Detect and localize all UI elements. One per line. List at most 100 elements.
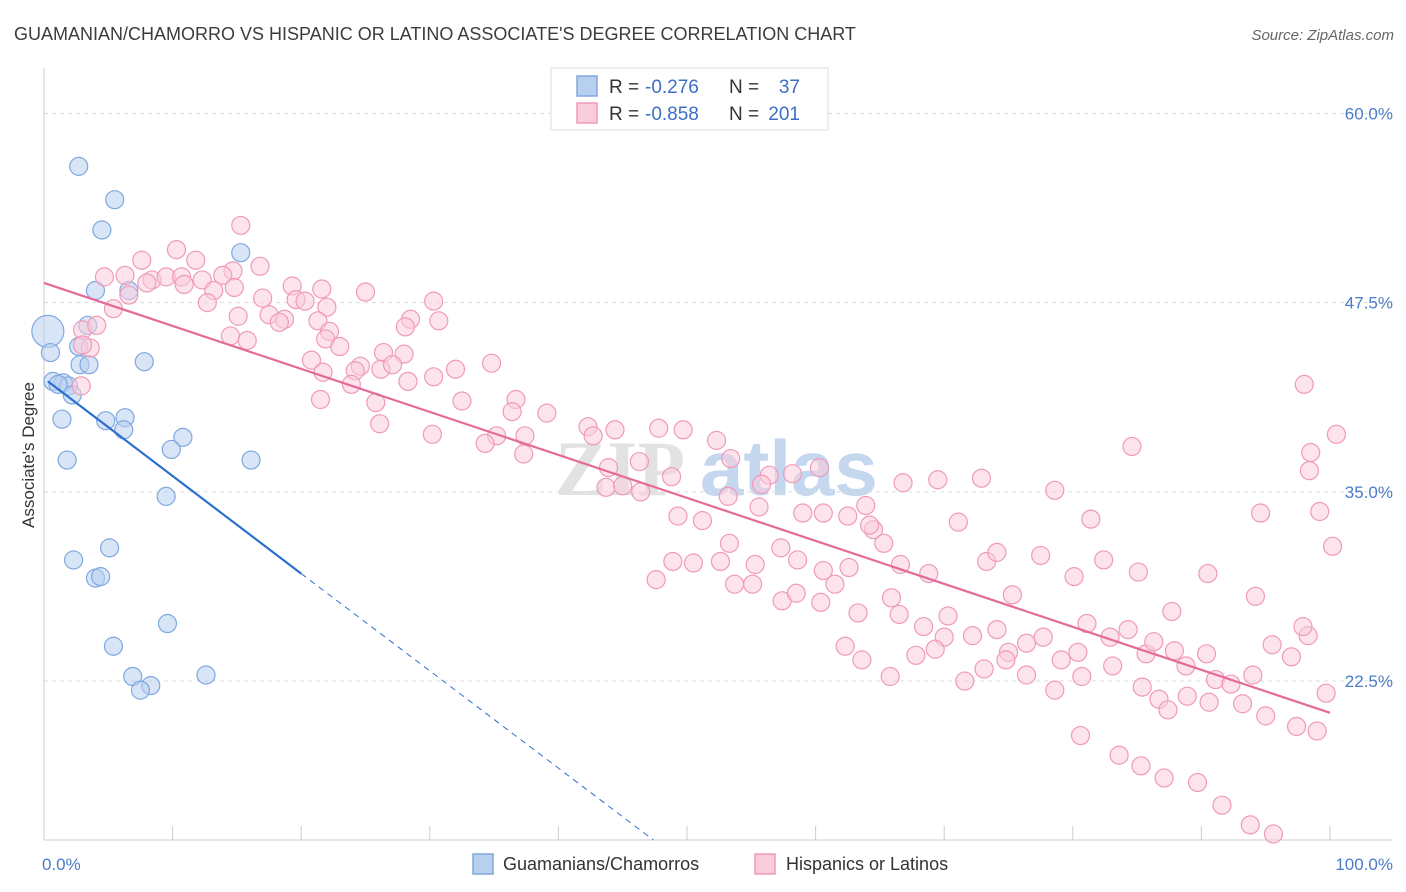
- point-1-95: [874, 533, 894, 553]
- point-1-178: [1293, 616, 1313, 637]
- point-1-87: [692, 511, 713, 531]
- point-0-24: [57, 450, 77, 470]
- point-1-86: [668, 506, 688, 526]
- point-1-98: [710, 551, 731, 572]
- point-1-150: [1103, 656, 1123, 676]
- y-tick-label-1: 47.5%: [1345, 294, 1393, 313]
- point-1-97: [683, 553, 704, 573]
- point-1-0: [231, 215, 251, 236]
- point-1-20: [197, 293, 217, 313]
- legend-r-value-0: -0.276: [645, 77, 699, 98]
- point-1-49: [382, 355, 403, 375]
- point-0-27: [99, 538, 120, 558]
- point-1-28: [228, 306, 248, 326]
- point-1-177: [1245, 586, 1266, 606]
- point-1-181: [1310, 501, 1330, 522]
- point-1-63: [370, 414, 390, 434]
- point-1-88: [749, 497, 769, 517]
- legend-r-value-1: -0.858: [645, 104, 699, 125]
- point-1-186: [1122, 436, 1142, 457]
- chart-source: Source: ZipAtlas.com: [1251, 27, 1394, 44]
- point-1-165: [1212, 795, 1232, 815]
- point-1-38: [395, 317, 415, 337]
- point-1-102: [813, 560, 833, 581]
- point-1-191: [1045, 480, 1065, 500]
- point-1-140: [852, 650, 872, 670]
- point-1-130: [1176, 656, 1196, 676]
- point-1-1: [166, 240, 187, 260]
- point-1-148: [1045, 680, 1065, 700]
- point-1-166: [1240, 815, 1260, 835]
- point-1-99: [745, 554, 765, 575]
- point-0-3: [105, 190, 125, 210]
- point-1-96: [719, 533, 740, 553]
- point-1-2: [186, 250, 206, 270]
- point-1-58: [398, 371, 418, 391]
- x-tick-label-min: 0.0%: [42, 855, 81, 874]
- point-1-25: [317, 297, 337, 317]
- point-1-50: [301, 350, 322, 370]
- point-1-19: [119, 285, 139, 305]
- point-0-17: [48, 374, 68, 394]
- point-1-89: [793, 503, 813, 523]
- series-guamanians-points: [31, 156, 261, 700]
- point-1-14: [174, 274, 194, 295]
- point-1-65: [537, 403, 557, 423]
- point-1-103: [839, 557, 859, 578]
- point-0-36: [196, 665, 216, 685]
- point-1-5: [250, 256, 270, 276]
- point-1-159: [1307, 721, 1327, 741]
- point-1-146: [996, 650, 1016, 670]
- point-0-23: [161, 439, 181, 460]
- point-1-196: [948, 512, 968, 532]
- point-1-145: [974, 659, 994, 679]
- point-1-43: [330, 336, 350, 357]
- point-1-35: [87, 315, 107, 335]
- point-1-198: [938, 606, 958, 626]
- point-1-153: [1158, 700, 1178, 720]
- point-1-110: [811, 592, 831, 612]
- point-1-139: [835, 636, 855, 656]
- bottom-legend-label-guamanians: Guamanians/Chamorros: [503, 854, 699, 874]
- point-1-151: [1132, 677, 1152, 697]
- point-1-176: [1198, 563, 1218, 584]
- point-0-26: [156, 486, 176, 506]
- point-0-5: [231, 243, 251, 263]
- point-0-31: [157, 613, 178, 634]
- point-1-154: [1177, 686, 1197, 706]
- y-tick-label-0: 60.0%: [1345, 104, 1393, 123]
- x-tick-label-max: 100.0%: [1335, 855, 1393, 874]
- y-tick-labels: 60.0% 47.5% 35.0% 22.5%: [1345, 104, 1393, 691]
- point-1-147: [1016, 665, 1037, 685]
- point-1-160: [1070, 725, 1091, 746]
- legend-r-label-0: R =: [609, 77, 639, 98]
- point-1-71: [605, 420, 625, 440]
- point-1-120: [1016, 633, 1037, 653]
- point-1-171: [1031, 545, 1051, 566]
- point-1-41: [237, 330, 257, 351]
- point-1-12: [213, 265, 233, 285]
- axes: [43, 68, 1392, 841]
- point-1-24: [355, 282, 376, 302]
- point-1-93: [890, 554, 911, 575]
- point-1-143: [925, 639, 945, 659]
- point-1-55: [71, 376, 91, 396]
- point-1-75: [475, 433, 495, 454]
- point-1-129: [1164, 641, 1184, 661]
- point-1-126: [1118, 619, 1138, 640]
- point-1-112: [848, 603, 868, 623]
- point-1-142: [906, 645, 926, 665]
- point-1-45: [72, 335, 93, 355]
- point-1-141: [880, 666, 900, 687]
- bottom-legend-swatch-hispanics: [754, 853, 776, 875]
- point-0-18: [52, 409, 72, 429]
- point-1-135: [1262, 635, 1282, 655]
- point-1-158: [1286, 716, 1307, 737]
- point-1-197: [987, 542, 1007, 562]
- point-1-174: [1128, 562, 1148, 582]
- point-1-155: [1199, 692, 1219, 712]
- point-1-123: [1068, 642, 1088, 662]
- legend-n-label-0: N =: [729, 77, 759, 98]
- point-1-118: [987, 619, 1007, 640]
